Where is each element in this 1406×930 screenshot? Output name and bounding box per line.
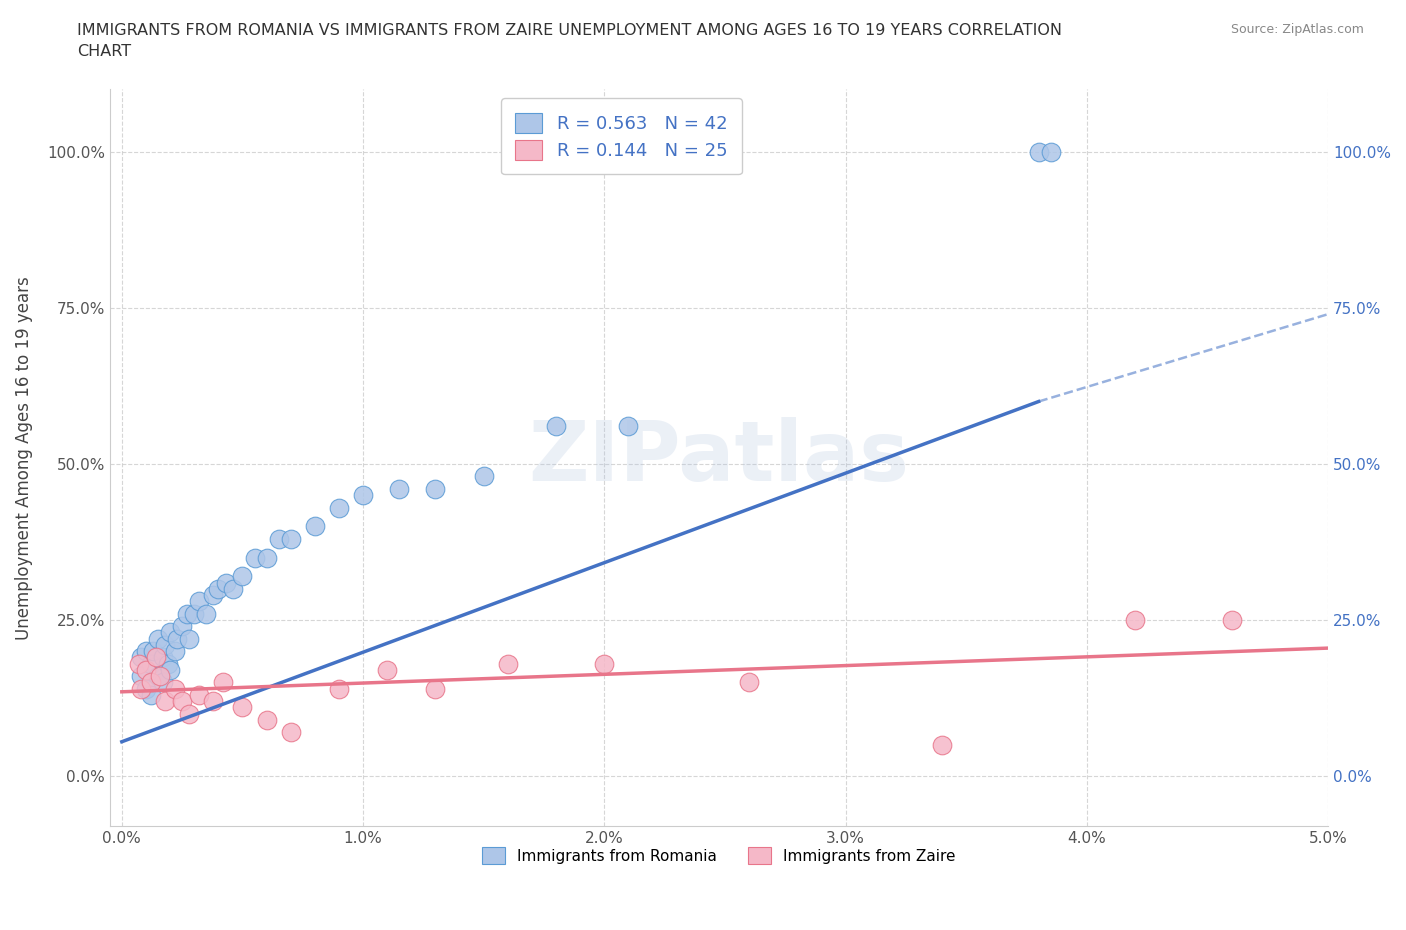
Text: Source: ZipAtlas.com: Source: ZipAtlas.com (1230, 23, 1364, 36)
Point (202, 694, 225, 709)
Point (1028, 144, 1050, 159)
Text: ZIPatlas: ZIPatlas (529, 418, 910, 498)
Point (931, 737, 953, 752)
Legend: Immigrants from Romania, Immigrants from Zaire: Immigrants from Romania, Immigrants from… (477, 841, 962, 870)
Point (256, 551, 278, 565)
Point (149, 669, 172, 684)
Point (166, 631, 188, 646)
Point (152, 650, 174, 665)
Point (152, 675, 174, 690)
Point (183, 606, 205, 621)
Point (155, 694, 177, 709)
Point (188, 594, 211, 609)
Point (176, 606, 198, 621)
Point (280, 724, 302, 739)
Point (142, 644, 165, 658)
Text: IMMIGRANTS FROM ROMANIA VS IMMIGRANTS FROM ZAIRE UNEMPLOYMENT AMONG AGES 16 TO 1: IMMIGRANTS FROM ROMANIA VS IMMIGRANTS FR… (77, 23, 1063, 60)
Point (1123, 613, 1146, 628)
Point (375, 662, 398, 677)
Point (163, 644, 186, 658)
Point (145, 650, 167, 665)
Point (256, 712, 278, 727)
Point (139, 657, 162, 671)
Point (163, 682, 186, 697)
Point (304, 519, 326, 534)
Y-axis label: Unemployment Among Ages 16 to 19 years: Unemployment Among Ages 16 to 19 years (15, 276, 32, 640)
Point (328, 682, 350, 697)
Point (222, 581, 245, 596)
Point (425, 682, 447, 697)
Point (425, 482, 447, 497)
Point (156, 657, 179, 671)
Point (172, 694, 194, 709)
Point (472, 469, 495, 484)
Point (328, 500, 350, 515)
Point (546, 419, 568, 434)
Point (738, 675, 761, 690)
Point (146, 669, 169, 684)
Point (617, 419, 640, 434)
Point (496, 657, 519, 671)
Point (1039, 144, 1062, 159)
Point (214, 575, 236, 590)
Point (129, 669, 152, 684)
Point (267, 531, 290, 546)
Point (388, 482, 411, 497)
Point (135, 662, 157, 677)
Point (207, 581, 229, 596)
Point (231, 700, 253, 715)
Point (135, 644, 157, 658)
Point (179, 631, 201, 646)
Point (188, 687, 211, 702)
Point (172, 618, 194, 633)
Point (139, 687, 162, 702)
Point (135, 682, 157, 697)
Point (593, 657, 616, 671)
Point (146, 631, 169, 646)
Point (202, 588, 225, 603)
Point (159, 625, 181, 640)
Point (128, 657, 150, 671)
Point (280, 531, 302, 546)
Point (129, 650, 152, 665)
Point (243, 551, 266, 565)
Point (159, 662, 181, 677)
Point (1220, 613, 1243, 628)
Point (195, 606, 218, 621)
Point (129, 682, 152, 697)
Point (139, 675, 162, 690)
Point (231, 569, 253, 584)
Point (155, 638, 177, 653)
Point (179, 706, 201, 721)
Point (212, 675, 235, 690)
Point (352, 487, 374, 502)
